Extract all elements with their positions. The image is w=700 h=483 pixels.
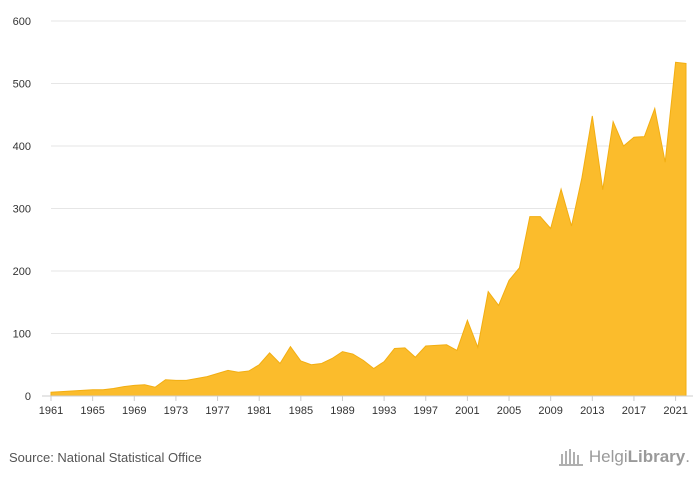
x-tick-label: 1997 bbox=[414, 405, 438, 417]
x-tick-label: 2013 bbox=[580, 405, 604, 417]
x-axis-labels: 1961 1965 1969 1973 1977 1981 1985 1989 1993 1997… bbox=[39, 396, 688, 417]
y-tick-label: 0 bbox=[25, 391, 31, 403]
y-tick-label: 600 bbox=[13, 16, 31, 28]
x-tick-label: 1985 bbox=[289, 405, 313, 417]
x-tick-label: 2001 bbox=[455, 405, 479, 417]
y-tick-label: 400 bbox=[13, 141, 31, 153]
library-building-icon bbox=[558, 449, 583, 466]
brand-dot: . bbox=[685, 447, 690, 466]
x-tick-label: 1973 bbox=[164, 405, 188, 417]
brand-bold-text: Library bbox=[627, 447, 686, 466]
source-label: Source: National Statistical Office bbox=[9, 450, 202, 465]
y-axis-labels: 0 100 200 300 400 500 600 bbox=[13, 16, 31, 403]
x-tick-label: 1961 bbox=[39, 405, 63, 417]
y-tick-label: 500 bbox=[13, 79, 31, 91]
x-tick-label: 1981 bbox=[247, 405, 271, 417]
y-tick-label: 200 bbox=[13, 266, 31, 278]
x-tick-label: 2021 bbox=[663, 405, 687, 417]
x-tick-label: 2005 bbox=[497, 405, 521, 417]
area-series bbox=[50, 61, 687, 397]
x-tick-label: 2017 bbox=[622, 405, 646, 417]
y-tick-label: 300 bbox=[13, 204, 31, 216]
x-tick-label: 1977 bbox=[205, 405, 229, 417]
helgi-library-logo[interactable]: HelgiLibrary. bbox=[558, 447, 690, 467]
area-chart: 0 100 200 300 400 500 600 1961 1965 1969 1973 1977… bbox=[13, 16, 693, 417]
brand-light-text: Helgi bbox=[588, 447, 628, 466]
footer: Source: National Statistical Office Helg… bbox=[0, 441, 700, 483]
x-tick-label: 1989 bbox=[330, 405, 354, 417]
x-tick-label: 1993 bbox=[372, 405, 396, 417]
x-tick-label: 2009 bbox=[538, 405, 562, 417]
x-tick-label: 1965 bbox=[80, 405, 104, 417]
y-tick-label: 100 bbox=[13, 329, 31, 341]
x-tick-label: 1969 bbox=[122, 405, 146, 417]
